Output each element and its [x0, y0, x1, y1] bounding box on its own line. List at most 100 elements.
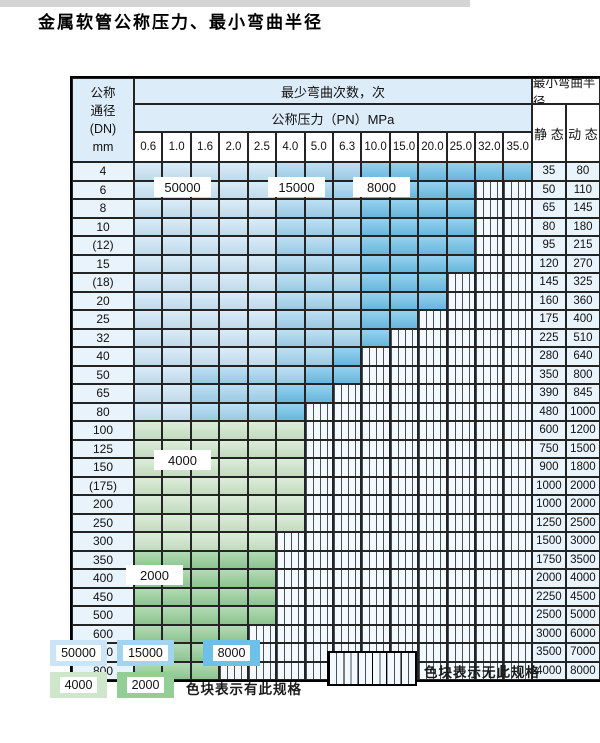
spec-cell	[418, 384, 447, 403]
spec-cell	[276, 643, 305, 662]
spec-cell	[247, 624, 277, 643]
dynamic-cell: 2000	[565, 476, 600, 495]
spec-cell	[475, 458, 504, 477]
spec-cell	[134, 254, 163, 273]
spec-cell	[389, 273, 419, 292]
static-cell: 1750	[531, 550, 566, 569]
spec-cell	[304, 199, 333, 218]
spec-cell	[361, 587, 390, 606]
spec-cell	[503, 661, 532, 680]
spec-cell	[446, 495, 476, 514]
static-cell: 160	[531, 291, 566, 310]
spec-cell	[162, 384, 191, 403]
spec-cell	[276, 310, 305, 329]
spec-cell	[475, 587, 504, 606]
spec-cell	[389, 236, 419, 255]
spec-cell	[219, 513, 248, 532]
spec-cell	[134, 310, 163, 329]
spec-cell	[162, 199, 191, 218]
spec-cell	[389, 606, 419, 625]
spec-cell	[361, 550, 390, 569]
spec-cell	[389, 402, 419, 421]
spec-cell	[475, 421, 504, 440]
spec-cell	[162, 550, 191, 569]
spec-cell	[418, 421, 447, 440]
spec-cell	[134, 236, 163, 255]
spec-cell	[503, 458, 532, 477]
legend-swatch-50000: 50000	[50, 640, 107, 666]
spec-cell	[332, 254, 362, 273]
spec-cell	[418, 550, 447, 569]
spec-cell	[134, 550, 163, 569]
spec-cell	[475, 365, 504, 384]
dn-cell: 15	[72, 254, 134, 273]
spec-cell	[389, 495, 419, 514]
dn-cell: 400	[72, 569, 134, 588]
spec-cell	[304, 217, 333, 236]
pressure-header-cell: 35.0	[503, 132, 532, 162]
spec-cell	[134, 624, 163, 643]
spec-cell	[247, 439, 277, 458]
legend-swatch-label: 50000	[56, 645, 101, 661]
spec-cell	[304, 402, 333, 421]
spec-cell	[332, 402, 362, 421]
spec-cell	[446, 291, 476, 310]
spec-cell	[503, 236, 532, 255]
spec-cell	[134, 532, 163, 551]
dn-cell: 4	[72, 162, 134, 181]
dynamic-cell: 6000	[565, 624, 600, 643]
spec-cell	[304, 384, 333, 403]
spec-cell	[389, 384, 419, 403]
dn-cell: 300	[72, 532, 134, 551]
spec-cell	[389, 291, 419, 310]
dynamic-cell: 1800	[565, 458, 600, 477]
legend-swatch-15000: 15000	[117, 640, 174, 666]
spec-cell	[446, 532, 476, 551]
spec-cell	[304, 273, 333, 292]
static-cell: 3500	[531, 643, 566, 662]
static-cell: 1500	[531, 532, 566, 551]
spec-cell	[361, 328, 390, 347]
spec-cell	[162, 606, 191, 625]
spec-cell	[162, 421, 191, 440]
spec-cell	[304, 347, 333, 366]
spec-cell	[332, 236, 362, 255]
spec-cell	[503, 606, 532, 625]
spec-cell	[446, 439, 476, 458]
spec-cell	[162, 291, 191, 310]
spec-cell	[332, 532, 362, 551]
spec-cell	[389, 439, 419, 458]
spec-cell	[219, 495, 248, 514]
spec-cell	[446, 643, 476, 662]
bend-cycles-header: 最少弯曲次数，次	[134, 78, 532, 104]
dynamic-cell: 5000	[565, 606, 600, 625]
spec-cell	[361, 402, 390, 421]
dn-cell: 250	[72, 513, 134, 532]
spec-cell	[219, 550, 248, 569]
dn-cell: 80	[72, 402, 134, 421]
dn-cell: 100	[72, 421, 134, 440]
dn-cell: 65	[72, 384, 134, 403]
static-cell: 2000	[531, 569, 566, 588]
spec-cell	[446, 587, 476, 606]
spec-cell	[446, 347, 476, 366]
spec-cell	[503, 162, 532, 181]
spec-cell	[247, 273, 277, 292]
dn-header-cell: 公称 通径 (DN) mm	[72, 78, 134, 162]
dn-cell: 350	[72, 550, 134, 569]
spec-cell	[219, 624, 248, 643]
spec-cell	[389, 162, 419, 181]
spec-cell	[276, 569, 305, 588]
spec-cell	[276, 439, 305, 458]
dn-cell: 500	[72, 606, 134, 625]
dn-cell: 20	[72, 291, 134, 310]
spec-cell	[219, 273, 248, 292]
spec-cell	[446, 421, 476, 440]
spec-cell	[134, 199, 163, 218]
spec-cell	[446, 199, 476, 218]
spec-cell	[190, 217, 220, 236]
dn-cell: 600	[72, 624, 134, 643]
spec-cell	[503, 328, 532, 347]
spec-cell	[304, 550, 333, 569]
pressure-header-cell: 5.0	[304, 132, 333, 162]
